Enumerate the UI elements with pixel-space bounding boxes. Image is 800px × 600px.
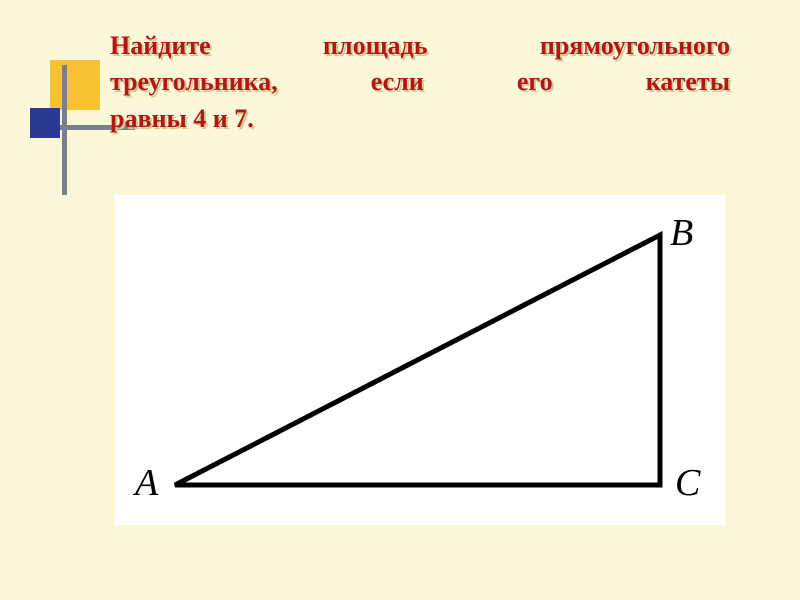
problem-title: Найдите площадь прямоугольного треугольн… xyxy=(110,28,730,137)
vertex-label-b: B xyxy=(670,212,693,254)
yellow-square xyxy=(50,60,100,110)
triangle-figure: A B C xyxy=(115,195,725,525)
vertex-label-c: C xyxy=(675,462,701,504)
triangle-svg: A B C xyxy=(115,195,725,525)
title-line-1: Найдите площадь прямоугольного xyxy=(110,28,730,64)
title-line-3: равны 4 и 7. xyxy=(110,101,730,137)
vertical-line xyxy=(62,65,67,195)
blue-square xyxy=(30,108,60,138)
corner-decoration xyxy=(30,60,120,190)
title-line-2: треугольника, если его катеты xyxy=(110,64,730,100)
triangle-shape xyxy=(175,235,660,485)
vertex-label-a: A xyxy=(132,462,159,504)
